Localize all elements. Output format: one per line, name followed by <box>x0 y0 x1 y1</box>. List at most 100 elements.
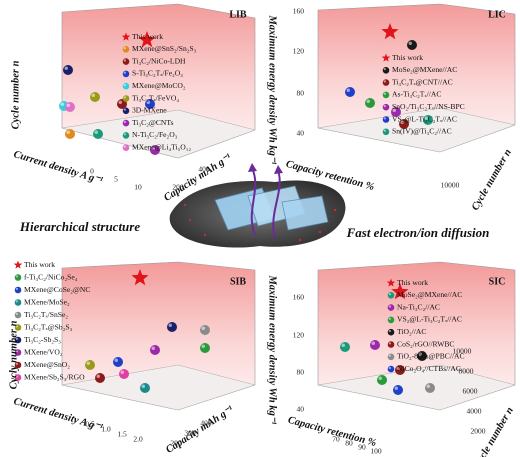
highlight <box>388 342 391 345</box>
highlight <box>66 103 70 107</box>
data-point <box>150 345 160 355</box>
sphere <box>140 383 150 393</box>
data-point <box>425 383 435 393</box>
center-illustration <box>169 163 346 248</box>
data-point <box>167 322 177 332</box>
tick-label: 80 <box>297 368 305 377</box>
sphere <box>14 286 22 294</box>
highlight <box>388 305 391 308</box>
highlight <box>15 287 18 290</box>
highlight <box>168 323 172 327</box>
data-point <box>14 299 22 306</box>
data-point <box>122 82 130 90</box>
tick-label: 90 <box>358 443 366 452</box>
highlight <box>388 292 391 296</box>
data-point <box>122 58 130 65</box>
highlight <box>123 96 126 99</box>
legend-label: VS₂@L-Ti₃C₂Tₓ//AC <box>392 114 457 123</box>
tick-label: 8000 <box>459 367 474 376</box>
tick-label: 2.0 <box>133 435 143 444</box>
sphere <box>113 357 123 367</box>
data-point <box>122 119 130 127</box>
data-point <box>391 107 401 117</box>
data-point <box>387 353 395 361</box>
legend-marker <box>381 53 391 62</box>
legend-label: MXene@MoCO₂ <box>132 81 186 90</box>
sphere <box>382 79 390 86</box>
sphere <box>387 316 395 324</box>
legend-label: Ti₃C₂Tₓ@Sb₂S₃ <box>24 322 73 331</box>
floor <box>61 109 256 159</box>
data-point <box>65 129 75 139</box>
sphere <box>382 116 390 123</box>
legend-label: Ti₃C₂-Sb₂S₃ <box>24 335 61 344</box>
data-point <box>93 129 103 139</box>
sphere <box>14 299 22 306</box>
data-point <box>382 67 390 74</box>
legend-label: VS₂@L-Ti₃C₂Tₓ//AC <box>397 315 462 324</box>
tick-label: 80 <box>345 439 353 448</box>
highlight <box>64 66 68 70</box>
legend-label: MXene/VO₂ <box>24 347 63 356</box>
sphere <box>65 129 75 139</box>
highlight <box>15 375 18 378</box>
legend-label: f-Ti₃C₂/NiCo₂Se₄ <box>24 272 78 281</box>
data-point <box>122 70 130 78</box>
data-point <box>377 375 387 385</box>
data-point <box>387 292 395 299</box>
tick-label: 0.5 <box>85 420 95 429</box>
data-point <box>95 373 105 383</box>
highlight <box>123 71 126 74</box>
legend-label: MXene@SnS₂/Sn₂S₃ <box>132 44 197 53</box>
legend-marker <box>121 32 131 41</box>
panel-label: SIC <box>489 276 506 287</box>
sphere <box>93 129 103 139</box>
tick-label: 10000 <box>441 181 460 190</box>
tick-label: 10 <box>134 183 142 192</box>
sphere <box>387 292 395 299</box>
highlight <box>388 317 391 320</box>
highlight <box>123 59 126 62</box>
data-point <box>345 87 355 97</box>
data-point <box>14 361 22 369</box>
highlight <box>86 361 90 365</box>
highlight <box>15 300 18 303</box>
sphere <box>345 87 355 97</box>
sphere <box>65 102 75 112</box>
panel-label: SIB <box>230 276 246 287</box>
data-point <box>14 311 22 319</box>
this-work-marker <box>391 283 409 300</box>
highlight <box>383 67 386 71</box>
data-point <box>387 341 395 348</box>
tick-label: 2000 <box>471 427 486 436</box>
highlight <box>418 352 422 356</box>
data-point <box>122 95 130 102</box>
tick-label: 200 <box>170 439 182 448</box>
highlight <box>383 129 386 132</box>
data-point <box>387 328 395 336</box>
diffusion-arrow <box>250 167 257 236</box>
sphere <box>90 92 100 102</box>
axis-title: Cycle number n <box>470 147 514 212</box>
data-point <box>387 365 395 373</box>
highlight <box>114 358 118 362</box>
axis-title: Cycly number n <box>8 320 19 389</box>
highlight <box>66 130 70 134</box>
legend-label: Na-Ti₃C₂//AC <box>397 302 440 311</box>
floor <box>61 364 256 411</box>
sphere <box>63 65 73 75</box>
legend-label: MXene@SnO₂ <box>24 360 70 369</box>
tick-label: 40 <box>297 405 305 414</box>
data-point <box>382 128 390 136</box>
highlight <box>388 329 391 333</box>
data-point <box>14 336 22 344</box>
data-point <box>382 79 390 86</box>
tick-label: 70 <box>332 435 340 444</box>
legend-label: MXene@CoSe₂@NC <box>24 285 90 294</box>
data-point <box>14 286 22 294</box>
highlight <box>15 362 18 365</box>
sphere <box>382 91 390 99</box>
data-point <box>150 145 160 155</box>
sphere <box>95 373 105 383</box>
